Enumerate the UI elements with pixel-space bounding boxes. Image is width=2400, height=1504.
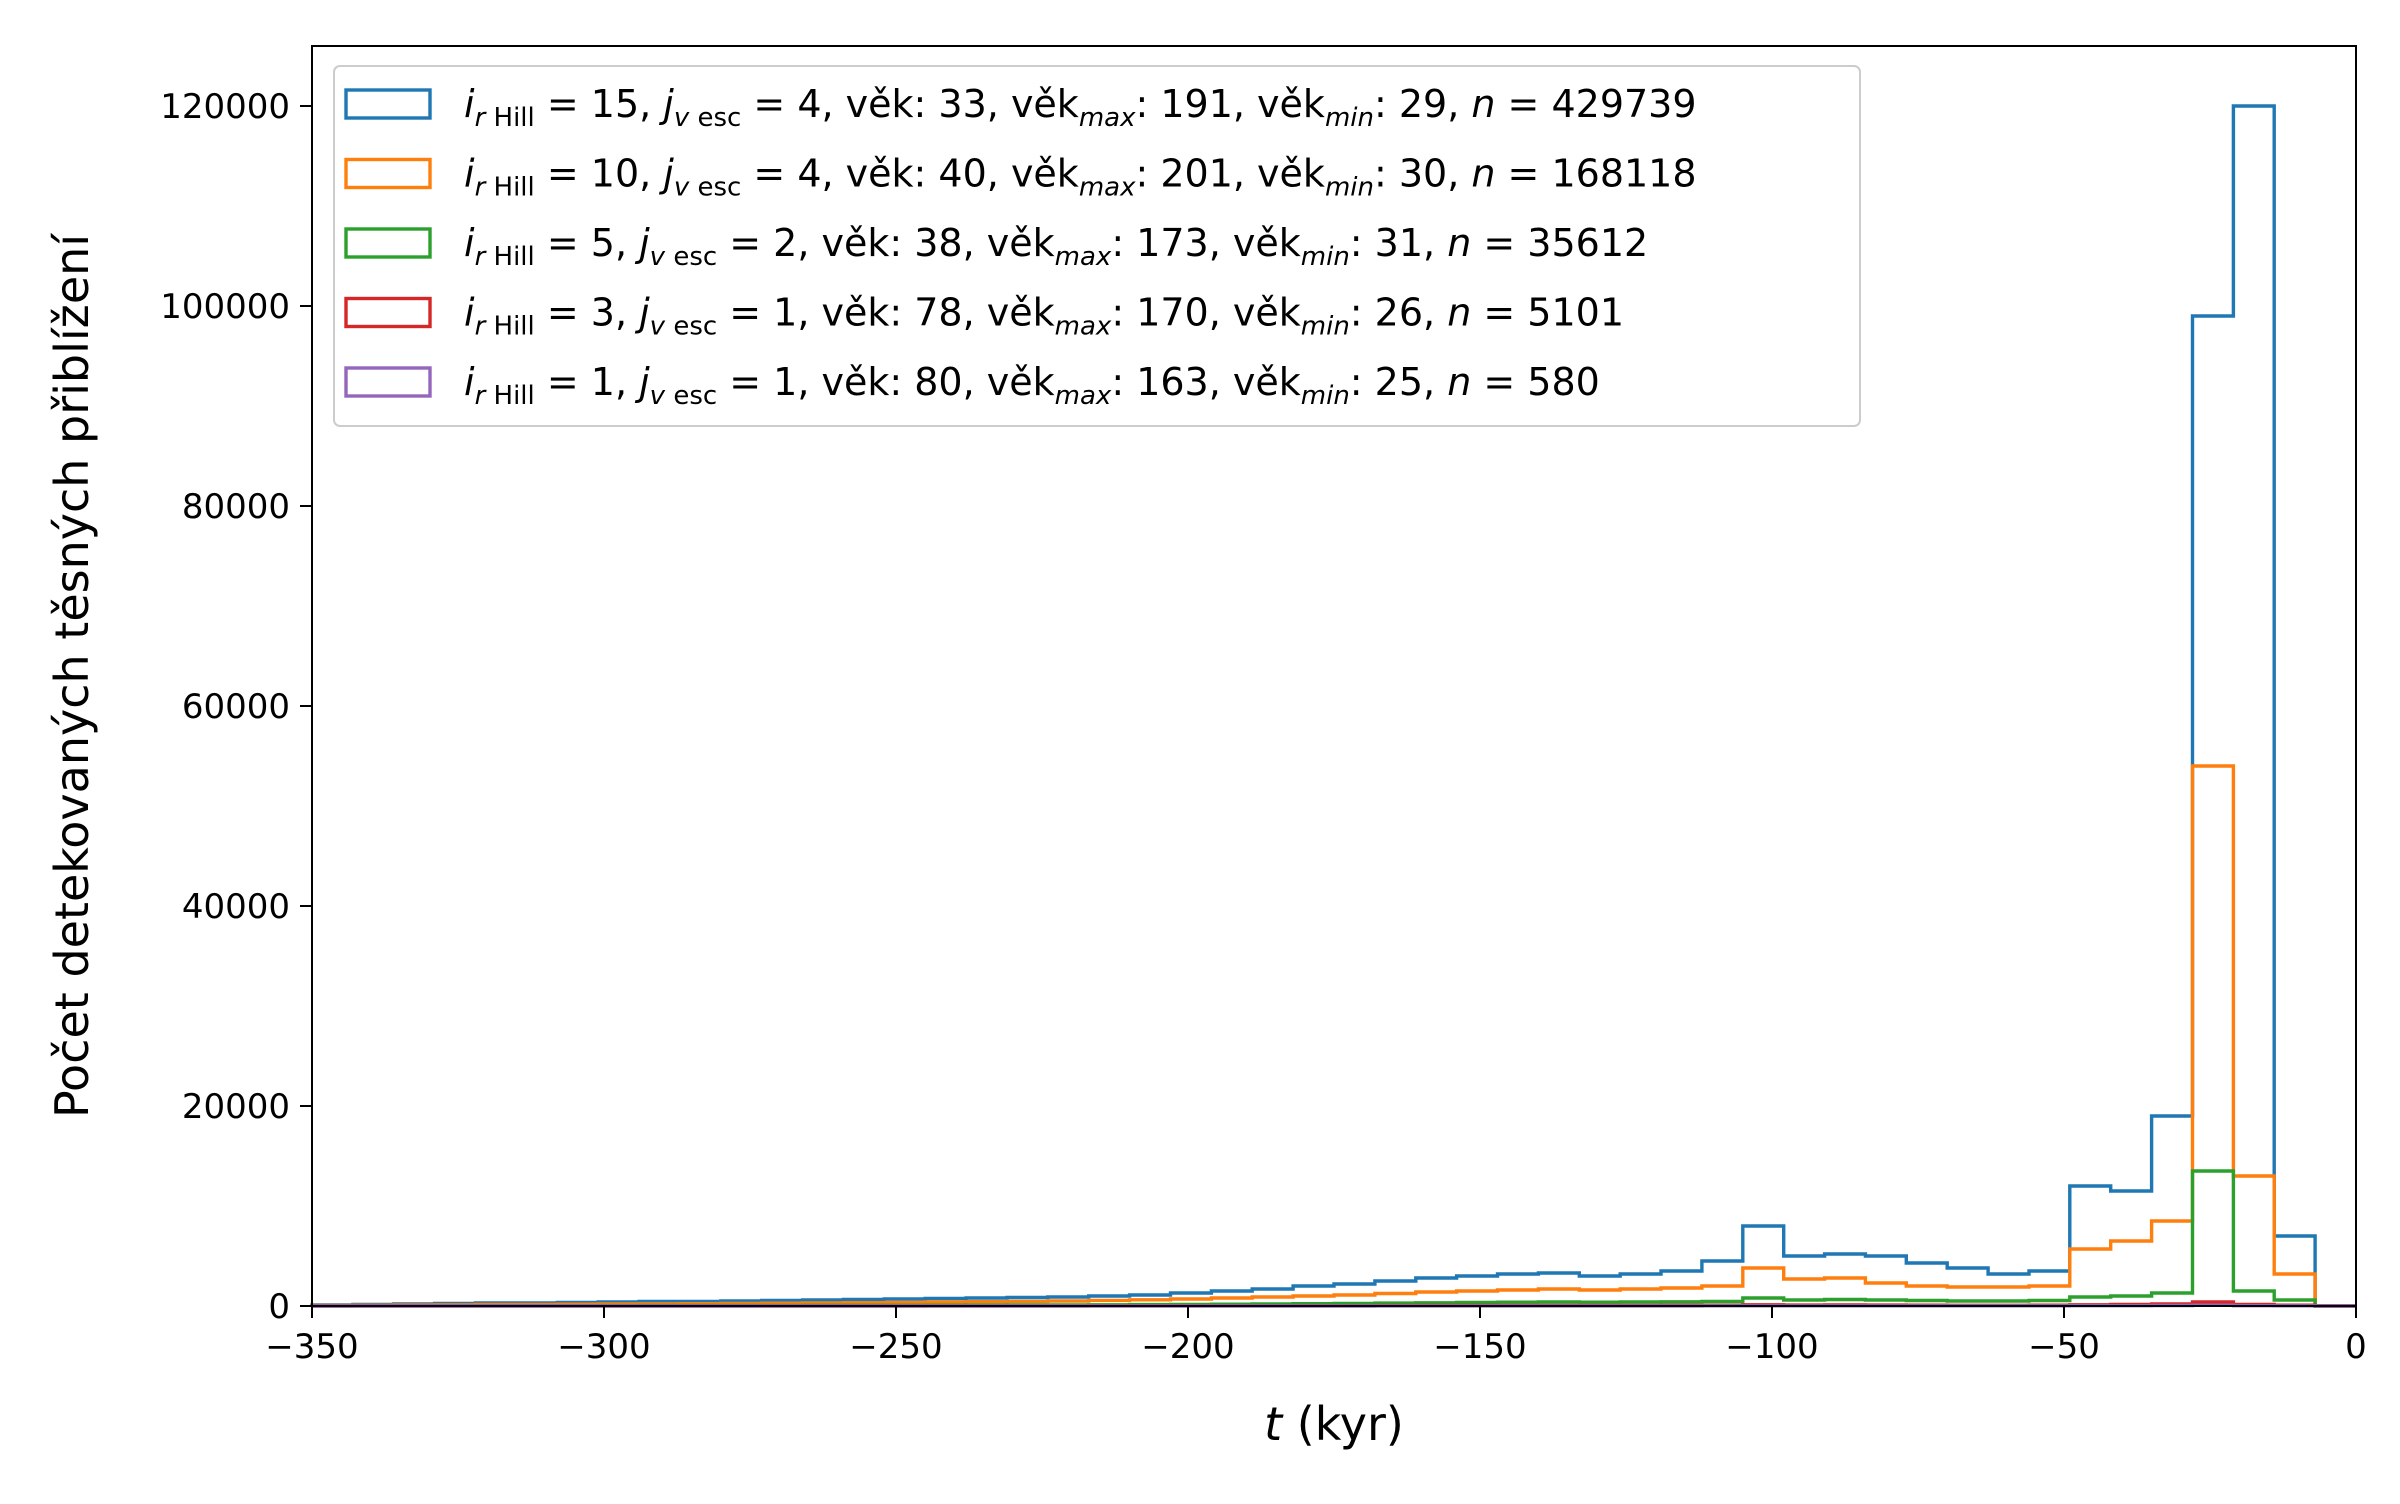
x-tick-label: −100 <box>1725 1327 1818 1367</box>
legend-entry: ir Hill = 10, jv esc = 4, věk: 40, věkma… <box>344 152 1697 203</box>
x-tick-label: 0 <box>2345 1327 2367 1367</box>
y-tick-label: 0 <box>268 1287 290 1327</box>
x-tick-label: −350 <box>265 1327 358 1367</box>
legend-label: ir Hill = 5, jv esc = 2, věk: 38, věkmax… <box>464 221 1648 272</box>
legend-swatch <box>344 88 432 120</box>
x-tick-label: −300 <box>557 1327 650 1367</box>
series-orange-histogram <box>310 764 2356 1308</box>
y-axis-title: Počet detekovaných těsných přiblížení <box>45 233 99 1118</box>
legend-label: ir Hill = 3, jv esc = 1, věk: 78, věkmax… <box>464 291 1624 342</box>
legend-label: ir Hill = 15, jv esc = 4, věk: 33, věkma… <box>464 82 1697 133</box>
y-tick-label: 120000 <box>160 87 290 127</box>
x-axis-unit: (kyr) <box>1282 1397 1404 1451</box>
y-tick-label: 80000 <box>182 487 290 527</box>
legend-label: ir Hill = 1, jv esc = 1, věk: 80, věkmax… <box>464 360 1600 411</box>
x-tick-label: −50 <box>2028 1327 2100 1367</box>
y-tick-label: 40000 <box>182 887 290 927</box>
x-tick-label: −250 <box>849 1327 942 1367</box>
x-tick-label: −150 <box>1433 1327 1526 1367</box>
x-axis-variable: t <box>1264 1397 1284 1451</box>
legend-entry: ir Hill = 1, jv esc = 1, věk: 80, věkmax… <box>344 360 1600 411</box>
x-axis-title: t (kyr) <box>1264 1397 1404 1451</box>
y-tick-label: 100000 <box>160 287 290 327</box>
legend-entry: ir Hill = 3, jv esc = 1, věk: 78, věkmax… <box>344 291 1624 342</box>
legend-entry: ir Hill = 5, jv esc = 2, věk: 38, věkmax… <box>344 221 1648 272</box>
legend-swatch <box>344 157 432 190</box>
legend-box <box>333 65 1861 427</box>
series-blue-histogram <box>310 104 2356 1308</box>
y-axis: 0 20000 40000 60000 80000 100000 120000 <box>160 87 312 1327</box>
x-tick-label: −200 <box>1141 1327 1234 1367</box>
plot-frame <box>311 45 2357 1307</box>
x-axis: −350 −300 −250 −200 −150 −100 −50 0 <box>265 1306 2367 1367</box>
legend-entry: ir Hill = 15, jv esc = 4, věk: 33, věkma… <box>344 82 1697 133</box>
y-tick-label: 20000 <box>182 1087 290 1127</box>
y-tick-label: 60000 <box>182 687 290 727</box>
legend-swatch <box>344 296 432 329</box>
legend-swatch <box>344 227 432 259</box>
legend-label: ir Hill = 10, jv esc = 4, věk: 40, věkma… <box>464 152 1697 203</box>
legend-swatch <box>344 366 432 398</box>
legend: ir Hill = 15, jv esc = 4, věk: 33, věkma… <box>333 65 1861 427</box>
